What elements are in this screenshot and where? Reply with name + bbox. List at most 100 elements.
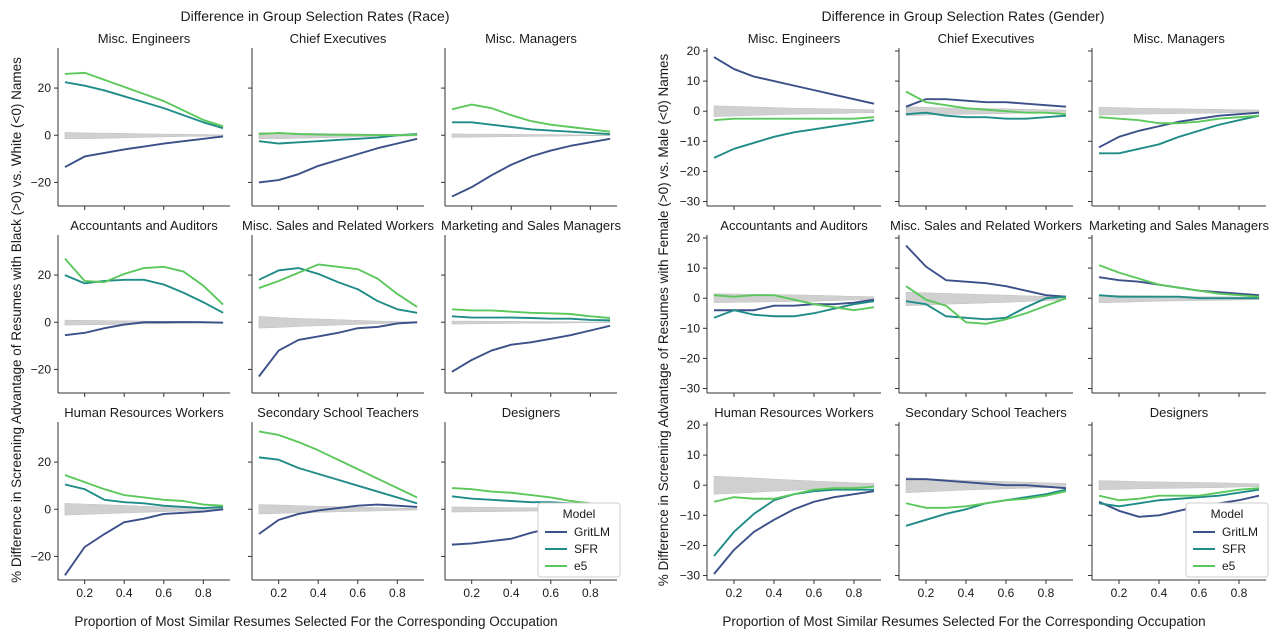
legend-frame: [1185, 502, 1269, 578]
gender-line-e5: [713, 294, 875, 312]
gender-line-gritlm: [714, 298, 875, 312]
race-line-sfr: [258, 456, 418, 505]
x-tick-label: 0.2: [726, 586, 743, 600]
gender-line-sfr: [905, 295, 1067, 321]
gender-line-e5: [713, 116, 875, 122]
y-tick-label: −30: [680, 381, 701, 395]
y-tick-label: −10: [680, 508, 701, 522]
gender-panel-title: Chief Executives: [938, 31, 1035, 46]
gender-panel-title: Human Resources Workers: [714, 405, 874, 420]
gender-null-band: [905, 291, 1067, 306]
race-panel-title: Misc. Sales and Related Workers: [242, 218, 434, 233]
y-tick-label: 10: [687, 261, 701, 275]
race-line-sfr: [64, 81, 224, 130]
y-tick-label: −20: [31, 362, 52, 376]
gender-null-band: [905, 106, 1067, 116]
race-line-gritlm: [64, 321, 224, 337]
race-panel-4: Accountants and Auditors 20 0 −20: [31, 218, 230, 397]
gender-line-gritlm: [905, 98, 1067, 108]
gender-panel-4: Accountants and Auditors 20 10 0 −10 −20 −30: [680, 218, 881, 397]
x-tick-label: 0.8: [195, 586, 212, 600]
legend-title: Model: [563, 507, 596, 521]
gender-line-sfr: [1098, 488, 1260, 508]
gender-y-axis-label: % Difference in Screening Advantage of R…: [656, 54, 671, 587]
gender-panel-2: Chief Executives: [895, 31, 1073, 210]
race-panels: Misc. Engineers 20 0 −20 Chief Executives Mis…: [31, 31, 622, 600]
race-x-axis-label: Proportion of Most Similar Resumes Selec…: [74, 614, 557, 629]
gender-line-gritlm: [906, 478, 1067, 490]
x-tick-label: 0.2: [918, 586, 935, 600]
gender-line-sfr: [713, 300, 875, 319]
gender-panels: Misc. Engineers 20 10 0 −10 −20 −30 Chief Execu…: [680, 31, 1270, 600]
race-line-e5: [451, 308, 611, 319]
gender-panel-title: Marketing and Sales Managers: [1089, 218, 1269, 233]
race-panel-title: Secondary School Teachers: [257, 405, 419, 420]
y-tick-label: 20: [687, 231, 701, 245]
race-line-gritlm: [64, 135, 224, 168]
race-legend: Model GritLM SFR e5: [537, 502, 621, 578]
gender-panel-title: Designers: [1150, 405, 1209, 420]
y-tick-label: 0: [693, 104, 700, 118]
race-line-sfr: [258, 267, 418, 314]
race-null-band: [258, 504, 418, 515]
x-tick-label: 0.6: [542, 586, 559, 600]
race-null-band: [451, 320, 611, 325]
gender-line-sfr: [905, 111, 1067, 120]
legend-label-sfr: SFR: [574, 542, 598, 556]
gender-panel-title: Secondary School Teachers: [905, 405, 1067, 420]
y-tick-label: 20: [687, 44, 701, 58]
race-line-e5: [64, 474, 224, 507]
x-tick-label: 0.2: [76, 586, 93, 600]
gender-panel-3: Misc. Managers: [1088, 31, 1266, 210]
gender-legend: Model GritLM SFR e5: [1185, 502, 1269, 578]
y-tick-label: −20: [680, 164, 701, 178]
race-panel-7: Human Resources Workers 20 0 −20 0.2 0.4 0.6 0.…: [31, 405, 230, 600]
y-tick-label: −20: [680, 538, 701, 552]
x-tick-label: 0.8: [582, 586, 599, 600]
x-tick-label: 0.6: [1191, 586, 1208, 600]
x-tick-label: 0.2: [1111, 586, 1128, 600]
race-line-e5: [451, 103, 611, 133]
x-tick-label: 0.8: [846, 586, 863, 600]
x-tick-label: 0.4: [958, 586, 975, 600]
y-tick-label: 0: [44, 502, 51, 516]
legend-label-e5: e5: [574, 559, 588, 573]
x-tick-label: 0.4: [1151, 586, 1168, 600]
x-tick-label: 0.4: [116, 586, 133, 600]
x-tick-label: 0.8: [1038, 586, 1055, 600]
gender-line-gritlm: [905, 244, 1067, 298]
gender-line-e5: [905, 285, 1067, 325]
gender-panel-8: Secondary School Teachers 0.2 0.4 0.6 0.8: [895, 405, 1073, 600]
race-panel-2: Chief Executives: [248, 31, 424, 210]
y-tick-label: −20: [31, 175, 52, 189]
race-line-sfr: [258, 133, 418, 145]
legend-label-gritlm: GritLM: [1222, 525, 1258, 539]
gender-panel-6: Marketing and Sales Managers: [1088, 218, 1269, 397]
race-line-sfr: [451, 121, 611, 136]
gender-line-sfr: [1099, 114, 1260, 155]
race-line-sfr: [64, 483, 224, 510]
gender-line-gritlm: [713, 56, 875, 105]
gender-null-band: [713, 475, 875, 495]
gender-null-band: [713, 293, 875, 303]
y-tick-label: −10: [680, 134, 701, 148]
y-tick-label: 0: [44, 315, 51, 329]
x-tick-label: 0.2: [270, 586, 287, 600]
race-line-gritlm: [258, 321, 418, 378]
gender-line-e5: [1098, 487, 1260, 502]
gender-panel-title: Misc. Managers: [1133, 31, 1225, 46]
y-tick-label: 20: [38, 268, 52, 282]
race-panel-title: Misc. Engineers: [98, 31, 191, 46]
y-tick-label: 20: [687, 418, 701, 432]
race-panel-title: Misc. Managers: [485, 31, 577, 46]
gender-line-e5: [905, 490, 1067, 509]
y-tick-label: 20: [38, 455, 52, 469]
gender-line-e5: [1098, 264, 1260, 298]
race-line-e5: [258, 430, 418, 499]
y-tick-label: −10: [680, 321, 701, 335]
race-panel-title: Marketing and Sales Managers: [441, 218, 621, 233]
x-tick-label: 0.8: [1231, 586, 1248, 600]
gender-null-band: [1098, 480, 1260, 490]
gender-null-band: [1098, 107, 1260, 116]
